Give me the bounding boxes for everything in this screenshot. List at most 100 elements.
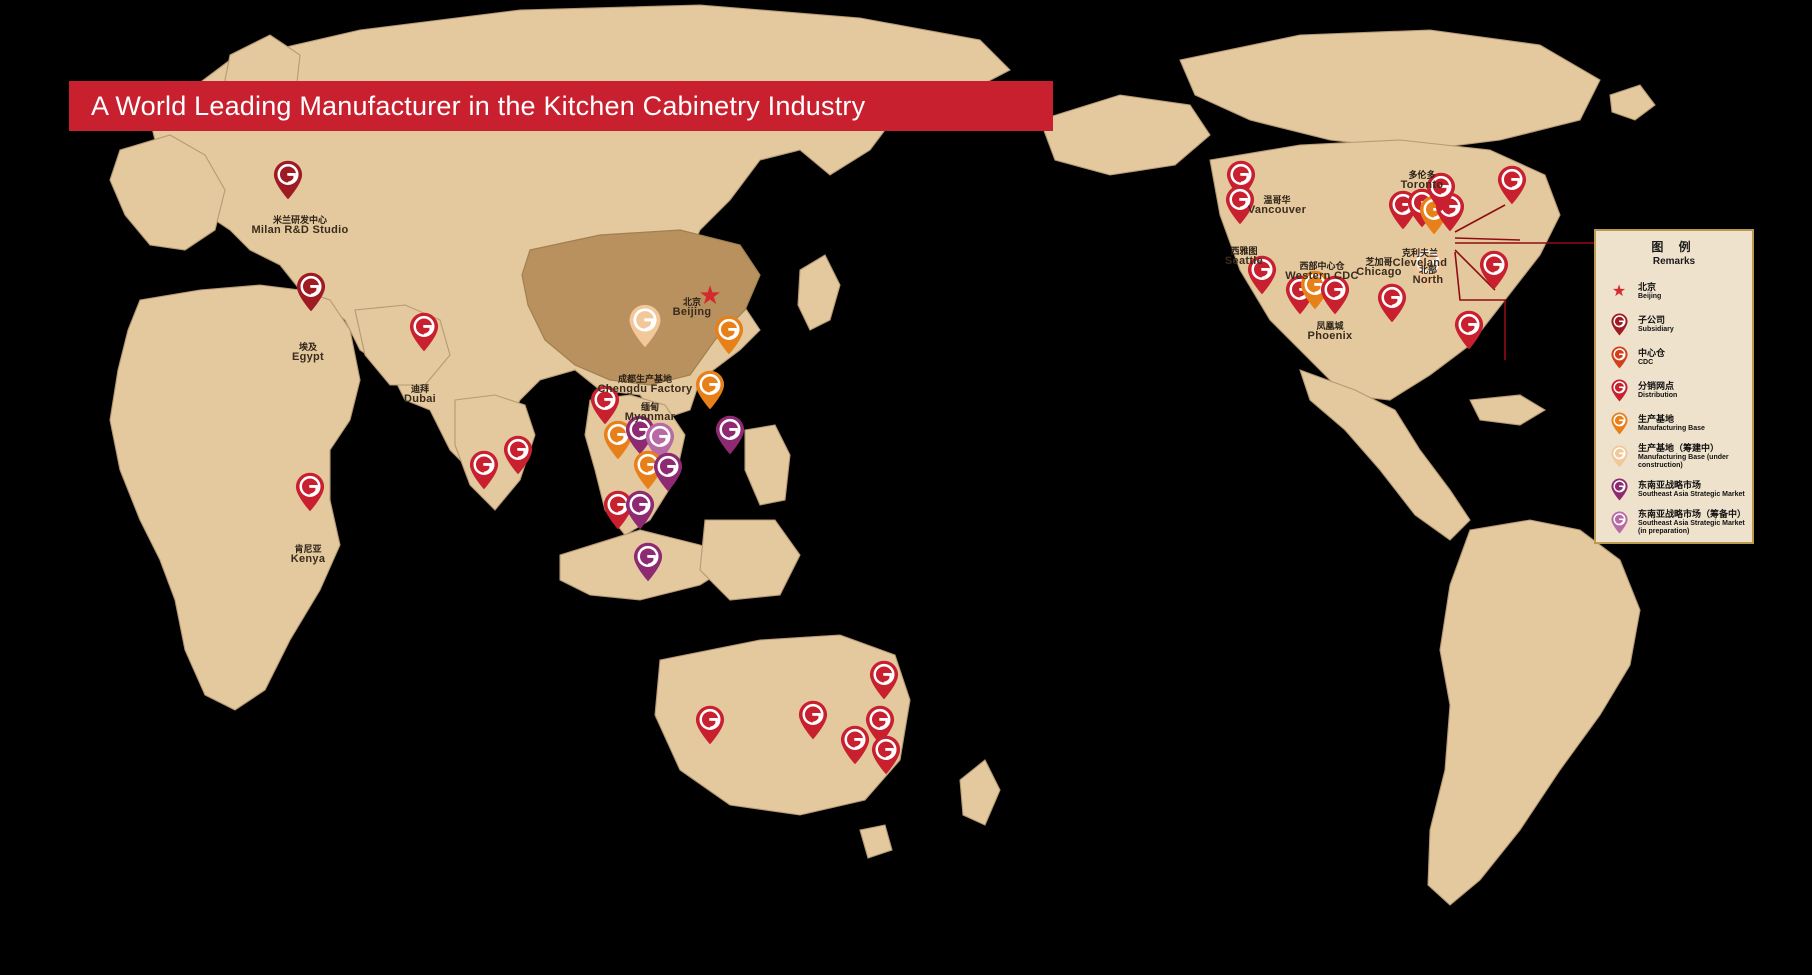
pin-vietnam-b[interactable]	[653, 452, 683, 492]
legend-row-0[interactable]: ★ 北京 Beijing	[1596, 275, 1752, 308]
pin-india-east[interactable]	[503, 435, 533, 475]
legend-label-3: 分销网点 Distribution	[1634, 381, 1677, 399]
legend-label-2: 中心仓 CDC	[1634, 348, 1665, 366]
label-phoenix: 凤凰城 Phoenix	[1307, 321, 1353, 343]
pin-adelaide[interactable]	[798, 700, 828, 740]
label-dubai: 迪拜 Dubai	[403, 384, 437, 406]
pin-seattle[interactable]	[1225, 185, 1255, 225]
legend-label-en-2: CDC	[1638, 358, 1654, 366]
pin-dubai[interactable]	[409, 312, 439, 352]
connector-lines	[1454, 204, 1600, 360]
pin-newyork[interactable]	[1479, 250, 1509, 290]
legend-label-cn-0: 北京	[1638, 282, 1657, 293]
label-beijing-en: Beijing	[672, 306, 712, 319]
legend-label-1: 子公司 Subsidiary	[1634, 315, 1674, 333]
legend-label-cn-6: 东南亚战略市场	[1638, 480, 1702, 491]
label-western-cdc-en: Western CDC	[1285, 270, 1359, 283]
label-chengdu-en: Chengdu Factory	[597, 383, 693, 396]
pin-northeast[interactable]	[1497, 165, 1527, 205]
legend-label-cn-1: 子公司	[1638, 315, 1666, 326]
label-seattle-cn: 西雅图	[1230, 246, 1258, 256]
pin-milan[interactable]	[273, 160, 303, 200]
label-beijing-cn: 北京	[682, 297, 701, 307]
legend-row-7[interactable]: 东南亚战略市场（筹备中） Southeast Asia Strategic Mar…	[1596, 506, 1752, 539]
legend-label-cn-5: 生产基地（筹建中）	[1638, 443, 1720, 454]
beijing-star-icon: ★	[698, 280, 722, 310]
legend-row-3[interactable]: 分销网点 Distribution	[1596, 374, 1752, 407]
pin-egypt[interactable]	[296, 272, 326, 312]
pin-brisbane[interactable]	[865, 705, 895, 745]
pin-southeast-us[interactable]	[1454, 310, 1484, 350]
pin-kenya[interactable]	[295, 472, 325, 512]
label-kenya: 肯尼亚 Kenya	[291, 544, 326, 566]
label-chicago-cn: 芝加哥	[1365, 257, 1393, 267]
pin-icon	[1604, 379, 1634, 402]
legend-label-en-5: Manufacturing Base (under construction)	[1638, 453, 1729, 469]
pin-icon	[1604, 445, 1634, 468]
legend-row-6[interactable]: 东南亚战略市场 Southeast Asia Strategic Market	[1596, 473, 1752, 506]
star-icon: ★	[1611, 282, 1627, 300]
title-banner: A World Leading Manufacturer in the Kitc…	[69, 81, 1053, 131]
legend-row-2[interactable]: 中心仓 CDC	[1596, 341, 1752, 374]
pin-texas[interactable]	[1377, 283, 1407, 323]
pin-icon	[1604, 478, 1634, 501]
label-seattle-en: Seattle	[1224, 255, 1264, 268]
label-dubai-en: Dubai	[403, 393, 437, 406]
pin-india-west[interactable]	[469, 450, 499, 490]
legend-label-6: 东南亚战略市场 Southeast Asia Strategic Market	[1634, 480, 1745, 498]
legend-row-5[interactable]: 生产基地（筹建中） Manufacturing Base (under const…	[1596, 440, 1752, 473]
label-toronto-en: Toronto	[1400, 179, 1444, 192]
legend-label-cn-7: 东南亚战略市场（筹备中）	[1638, 509, 1747, 520]
pin-malaysia-b[interactable]	[625, 490, 655, 530]
label-north-en: North	[1412, 274, 1444, 287]
legend-row-1[interactable]: 子公司 Subsidiary	[1596, 308, 1752, 341]
pin-sydney[interactable]	[869, 660, 899, 700]
pin-perth[interactable]	[695, 705, 725, 745]
label-chicago-en: Chicago	[1356, 266, 1402, 279]
legend-label-en-4: Manufacturing Base	[1638, 424, 1705, 432]
label-myanmar-en: Myanmar	[624, 411, 676, 424]
legend-label-cn-4: 生产基地	[1638, 414, 1675, 425]
label-egypt: 埃及 Egypt	[292, 342, 324, 364]
pin-indonesia[interactable]	[633, 542, 663, 582]
pin-icon	[1604, 346, 1634, 369]
label-vancouver: 温哥华 Vancouver	[1248, 195, 1306, 217]
legend-title-en: Remarks	[1652, 256, 1696, 267]
label-cleveland-cn: 克利夫兰	[1401, 248, 1439, 258]
legend-header: 图 例 Remarks	[1596, 231, 1752, 267]
pin-guangzhou[interactable]	[695, 370, 725, 410]
label-kenya-cn: 肯尼亚	[294, 544, 322, 554]
legend-row-4[interactable]: 生产基地 Manufacturing Base	[1596, 407, 1752, 440]
legend-label-en-6: Southeast Asia Strategic Market	[1638, 490, 1745, 498]
pin-philippines[interactable]	[715, 415, 745, 455]
pin-melbourne[interactable]	[840, 725, 870, 765]
legend-label-en-0: Beijing	[1638, 292, 1662, 300]
pin-icon	[1604, 313, 1634, 336]
pin-phoenix-d[interactable]	[1320, 275, 1350, 315]
pin-toronto[interactable]	[1426, 172, 1456, 212]
pin-thailand-c[interactable]	[645, 422, 675, 462]
label-north-cn: 北部	[1418, 265, 1438, 275]
pin-icon	[1604, 511, 1634, 534]
legend-label-en-1: Subsidiary	[1638, 325, 1674, 333]
label-western-cdc: 西部中心仓 Western CDC	[1285, 261, 1359, 283]
legend-label-cn-3: 分销网点	[1638, 381, 1675, 392]
pin-phoenix-a[interactable]	[1247, 255, 1277, 295]
pin-chengdu[interactable]	[629, 304, 662, 348]
pin-malaysia-a[interactable]	[603, 490, 633, 530]
label-toronto-cn: 多伦多	[1408, 170, 1436, 180]
pin-canberra[interactable]	[871, 735, 901, 775]
pin-icon	[1604, 412, 1634, 435]
label-myanmar-cn: 缅甸	[640, 402, 659, 412]
pin-north-base[interactable]	[1412, 246, 1445, 290]
pin-myanmar[interactable]	[590, 385, 620, 425]
label-phoenix-en: Phoenix	[1307, 330, 1353, 343]
label-beijing: 北京 Beijing	[672, 297, 712, 319]
legend-label-0: 北京 Beijing	[1634, 282, 1661, 300]
label-chengdu: 成都生产基地 Chengdu Factory	[597, 374, 693, 396]
label-milan: 米兰研发中心 Milan R&D Studio	[251, 215, 348, 237]
label-myanmar: 缅甸 Myanmar	[624, 402, 676, 424]
pin-shanghai[interactable]	[714, 315, 744, 355]
